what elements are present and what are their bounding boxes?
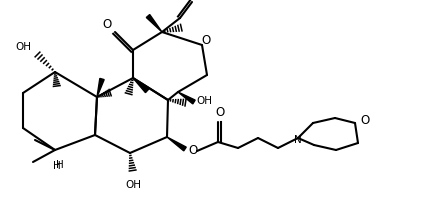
Text: N: N	[294, 135, 302, 145]
Polygon shape	[133, 78, 149, 93]
Text: OH: OH	[196, 96, 212, 106]
Polygon shape	[146, 14, 162, 32]
Text: O: O	[188, 144, 198, 158]
Polygon shape	[97, 78, 104, 97]
Text: O: O	[202, 34, 211, 46]
Polygon shape	[167, 137, 186, 151]
Text: O: O	[360, 114, 370, 127]
Text: H: H	[53, 161, 61, 171]
Text: OH: OH	[125, 180, 141, 190]
Text: O: O	[215, 105, 225, 118]
Text: OH: OH	[15, 42, 31, 52]
Text: O: O	[102, 17, 112, 30]
Text: H: H	[56, 160, 64, 170]
Polygon shape	[178, 92, 195, 104]
